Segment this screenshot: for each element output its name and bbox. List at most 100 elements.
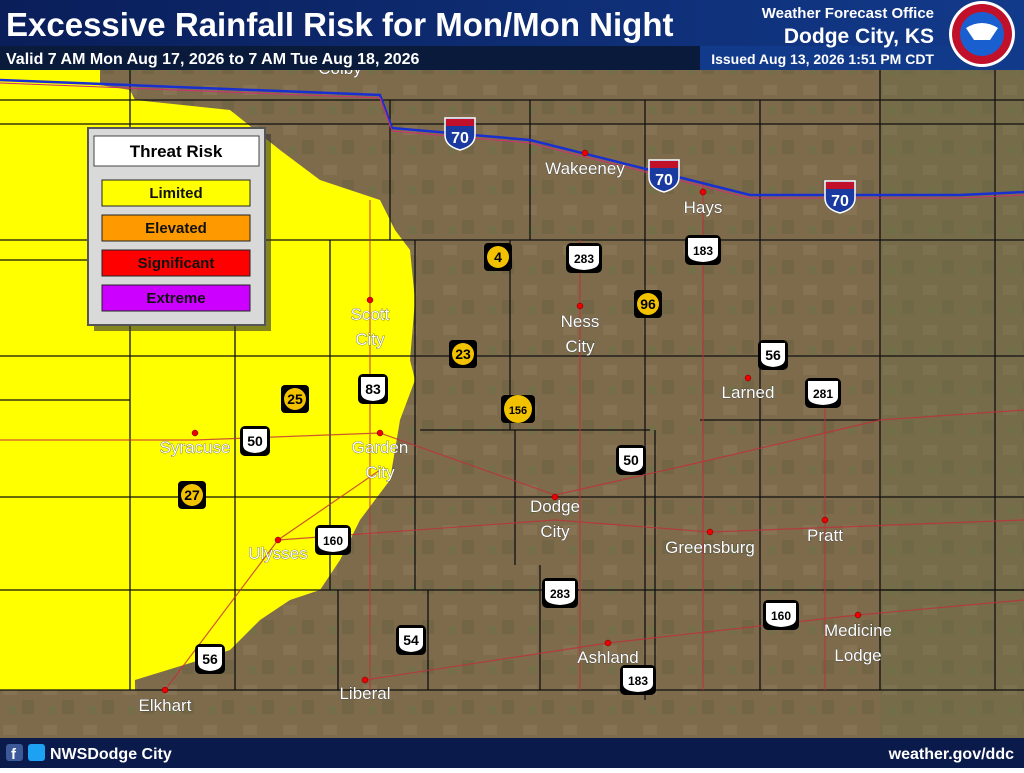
us-number: 283 xyxy=(574,252,594,266)
city-label: Syracuse xyxy=(160,438,231,457)
legend-label: Extreme xyxy=(146,290,205,307)
city-label: Pratt xyxy=(807,526,843,545)
city-label: Garden xyxy=(352,438,409,457)
us-number: 281 xyxy=(813,387,833,401)
state-number: 156 xyxy=(509,405,527,417)
footer xyxy=(0,738,1024,768)
city-label: Medicine xyxy=(824,621,892,640)
us-shield xyxy=(399,628,423,652)
city-dot xyxy=(744,374,752,382)
us-number: 183 xyxy=(628,674,648,688)
us-shield xyxy=(688,238,718,262)
city-dot xyxy=(821,516,829,524)
legend-title-box xyxy=(93,135,260,167)
highway-shield: 160 xyxy=(763,600,799,630)
legend-swatch xyxy=(101,214,251,242)
interstate-top xyxy=(650,161,678,168)
highway-shield: 96 xyxy=(634,290,662,318)
city-label: Elkhart xyxy=(139,696,192,715)
facebook-f: f xyxy=(11,746,17,763)
legend-label: Limited xyxy=(149,185,202,202)
state-shield xyxy=(181,484,203,506)
highway-shield: 160 xyxy=(315,525,351,555)
us-number: 56 xyxy=(765,347,781,363)
city-label: City xyxy=(355,330,385,349)
city-label: Greensburg xyxy=(665,538,755,557)
state-shield xyxy=(284,388,306,410)
city-dot xyxy=(376,429,384,437)
legend-title: Threat Risk xyxy=(130,142,223,161)
state-shield xyxy=(504,395,532,423)
city-label: Lodge xyxy=(834,646,881,665)
interstate-number: 70 xyxy=(655,172,673,189)
twitter-icon xyxy=(28,744,45,761)
title: Excessive Rainfall Risk for Mon/Mon Nigh… xyxy=(6,6,673,43)
highway-shield: 23 xyxy=(449,340,477,368)
issued-time: Issued Aug 13, 2026 1:51 PM CDT xyxy=(711,51,934,67)
header xyxy=(0,0,1024,46)
state-shield xyxy=(637,293,659,315)
highway-shield: 83 xyxy=(358,374,388,404)
us-number: 283 xyxy=(550,587,570,601)
us-shield xyxy=(243,429,267,453)
highway-shield: 50 xyxy=(240,426,270,456)
interstate-number: 70 xyxy=(451,130,469,147)
legend-swatch xyxy=(101,249,251,277)
highway-shield: 4 xyxy=(484,243,512,271)
office: Weather Forecast Office xyxy=(762,5,934,22)
us-shield xyxy=(619,448,643,472)
legend-swatch xyxy=(101,284,251,312)
city-dot xyxy=(604,639,612,647)
us-number: 50 xyxy=(623,452,639,468)
city-label: Ashland xyxy=(577,648,638,667)
highway-shield: 56 xyxy=(758,340,788,370)
state-shield xyxy=(487,246,509,268)
us-number: 160 xyxy=(771,609,791,623)
highway-shield: 56 xyxy=(195,644,225,674)
highway-shield: 54 xyxy=(396,625,426,655)
website: weather.gov/ddc xyxy=(888,746,1014,763)
city-dot xyxy=(706,528,714,536)
highway-shield: 70 xyxy=(444,117,476,151)
city-label: Ness xyxy=(561,312,600,331)
state-number: 27 xyxy=(184,487,200,503)
city-dot xyxy=(576,302,584,310)
us-shield xyxy=(761,343,785,367)
city-dot xyxy=(699,188,707,196)
us-shield xyxy=(198,647,222,671)
highway-shield: 283 xyxy=(542,578,578,608)
city-dot xyxy=(551,493,559,501)
us-number: 183 xyxy=(693,244,713,258)
us-shield xyxy=(808,381,838,405)
nws-logo xyxy=(949,1,1015,67)
social-handle: NWSDodge City xyxy=(50,746,172,763)
highway-shield: 183 xyxy=(620,665,656,695)
facebook-icon xyxy=(6,744,23,761)
city-dot xyxy=(191,429,199,437)
us-shield xyxy=(569,246,599,270)
interstate-top xyxy=(446,119,474,126)
city-label: Ulysses xyxy=(248,544,308,563)
state-number: 4 xyxy=(494,249,502,265)
interstate-top xyxy=(826,182,854,189)
office-location: Dodge City, KS xyxy=(784,25,934,48)
us-shield xyxy=(318,528,348,552)
highway-shield: 50 xyxy=(616,445,646,475)
county-lines xyxy=(0,70,1024,700)
us-number: 83 xyxy=(365,381,381,397)
legend-label: Significant xyxy=(138,255,215,272)
us-shield xyxy=(361,377,385,401)
us-number: 50 xyxy=(247,433,263,449)
us-shield xyxy=(545,581,575,605)
highway-shield: 27 xyxy=(178,481,206,509)
legend-label: Elevated xyxy=(145,220,207,237)
highway-shield: 25 xyxy=(281,385,309,413)
city-label: City xyxy=(540,522,570,541)
city-label: City xyxy=(365,463,395,482)
valid-bar xyxy=(0,46,700,70)
state-number: 25 xyxy=(287,391,303,407)
terrain-tint xyxy=(880,70,1024,740)
city-dot xyxy=(274,536,282,544)
city-dot xyxy=(366,296,374,304)
